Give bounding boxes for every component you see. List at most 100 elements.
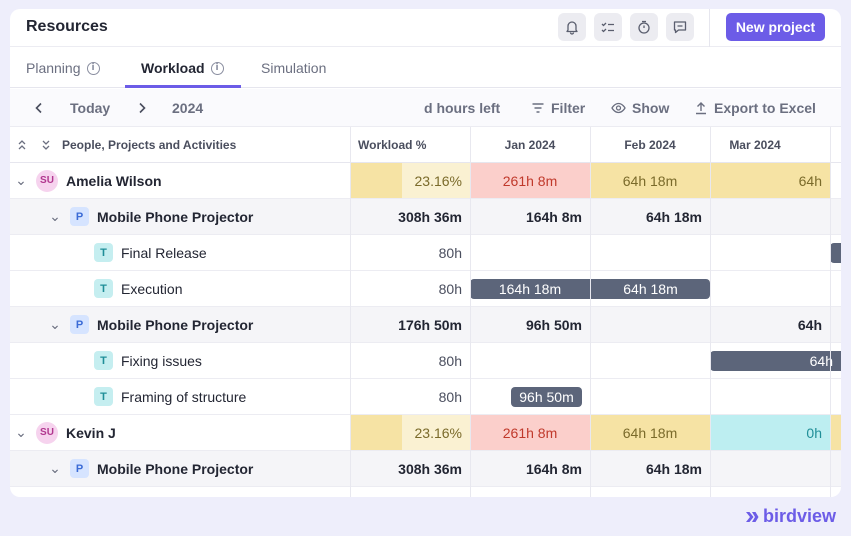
avatar: SU bbox=[36, 421, 58, 444]
timer-button[interactable] bbox=[630, 13, 658, 41]
workload-percent: 23.16% bbox=[402, 415, 470, 450]
tab-workload[interactable]: Workload i bbox=[141, 48, 224, 88]
row-name-cell: ⌄ P Mobile Phone Projector bbox=[48, 199, 253, 234]
expand-all-button[interactable] bbox=[16, 127, 28, 163]
tasks-button[interactable] bbox=[594, 13, 622, 41]
birdview-logo: birdview bbox=[744, 506, 836, 527]
task-row[interactable]: T Fixing issues 80h 64h bbox=[10, 343, 841, 379]
total-cell: 308h 36m bbox=[398, 208, 462, 225]
today-button[interactable]: Today bbox=[70, 100, 111, 116]
tab-simulation[interactable]: Simulation bbox=[261, 48, 326, 88]
total-cell: 80h bbox=[438, 352, 462, 369]
export-excel-button[interactable]: Export to Excel bbox=[694, 89, 816, 127]
checklist-icon bbox=[601, 22, 614, 33]
prev-period-button[interactable] bbox=[32, 89, 46, 127]
month-cell bbox=[590, 307, 710, 342]
month-cell: 261h 8m bbox=[470, 163, 590, 198]
tab-label: Workload bbox=[141, 60, 205, 76]
task-row[interactable]: T Final Release 80h bbox=[10, 235, 841, 271]
person-name: Amelia Wilson bbox=[66, 172, 162, 189]
export-label: Export to Excel bbox=[714, 100, 816, 116]
chevron-down-icon[interactable]: ⌄ bbox=[49, 316, 61, 332]
column-divider bbox=[470, 127, 471, 497]
tab-planning[interactable]: Planning i bbox=[26, 48, 100, 88]
next-period-button[interactable] bbox=[135, 89, 149, 127]
filter-button[interactable]: Filter bbox=[531, 89, 585, 127]
month-cell: 64h 18m bbox=[590, 415, 710, 450]
month-cell bbox=[710, 451, 830, 486]
task-badge: T bbox=[94, 387, 113, 406]
expand-all-icon bbox=[42, 140, 50, 150]
task-badge: T bbox=[94, 279, 113, 298]
column-header-month: Feb 2024 bbox=[624, 138, 676, 152]
month-cell: 64h bbox=[797, 316, 822, 333]
collapse-all-icon bbox=[18, 140, 26, 150]
task-name: Fixing issues bbox=[121, 352, 202, 369]
chevron-left-icon bbox=[35, 102, 42, 114]
row-name-cell: ⌄ SU Amelia Wilson bbox=[14, 163, 162, 198]
chevron-down-icon[interactable]: ⌄ bbox=[49, 460, 61, 476]
person-row[interactable]: ⌄ SU Amelia Wilson 23.16% 261h 8m 64h 18… bbox=[10, 163, 841, 199]
view-tabs: Planning i Workload i Simulation bbox=[10, 48, 841, 88]
info-icon[interactable]: i bbox=[86, 61, 100, 75]
chevron-right-icon bbox=[139, 102, 146, 114]
chevron-down-icon[interactable]: ⌄ bbox=[15, 172, 27, 188]
row-name-cell: T Execution bbox=[94, 271, 182, 306]
month-cell: 64h bbox=[710, 163, 830, 198]
person-name: Kevin J bbox=[66, 424, 116, 441]
person-row[interactable]: ⌄ SU Kevin J 23.16% 261h 8m 64h 18m 0h bbox=[10, 415, 841, 451]
new-project-button[interactable]: New project bbox=[726, 13, 825, 41]
row-name-cell: T Fixing issues bbox=[94, 343, 202, 378]
chat-icon bbox=[673, 21, 687, 34]
chevron-down-icon[interactable]: ⌄ bbox=[15, 424, 27, 440]
project-row[interactable]: ⌄ P Mobile Phone Projector 308h 36m 164h… bbox=[10, 451, 841, 487]
year-label: 2024 bbox=[172, 100, 204, 116]
task-badge: T bbox=[94, 351, 113, 370]
task-badge: T bbox=[94, 243, 113, 262]
bell-icon bbox=[566, 21, 578, 35]
filter-label: Filter bbox=[551, 100, 586, 116]
total-cell: 308h 36m bbox=[398, 460, 462, 477]
task-row[interactable]: T Framing of structure 80h 96h 50m bbox=[10, 379, 841, 415]
allocation-bar[interactable] bbox=[830, 243, 841, 263]
chevron-down-icon[interactable]: ⌄ bbox=[49, 208, 61, 224]
brand-name: birdview bbox=[763, 506, 837, 526]
project-name: Mobile Phone Projector bbox=[97, 316, 254, 333]
project-row[interactable]: ⌄ P Mobile Phone Projector 308h 36m 164h… bbox=[10, 199, 841, 235]
allocation-bar[interactable]: 64h 18m bbox=[591, 279, 710, 299]
month-cell: 164h 8m bbox=[525, 460, 582, 477]
chat-button[interactable] bbox=[666, 13, 694, 41]
project-badge: P bbox=[70, 315, 89, 334]
show-label: Show bbox=[632, 100, 670, 116]
timer-icon bbox=[638, 20, 650, 34]
column-header-workload[interactable]: Workload % bbox=[358, 138, 427, 152]
allocation-bar[interactable]: 64h bbox=[710, 351, 841, 371]
workload-grid: People, Projects and Activities Workload… bbox=[10, 127, 841, 497]
eye-icon bbox=[611, 102, 626, 114]
allocation-bar[interactable]: 96h 50m bbox=[511, 387, 582, 407]
expand-all-down-button[interactable] bbox=[40, 127, 52, 163]
column-header-row: People, Projects and Activities Workload… bbox=[10, 127, 841, 163]
month-cell-overflow bbox=[831, 415, 841, 450]
row-name-cell: T Final Release bbox=[94, 235, 207, 270]
project-name: Mobile Phone Projector bbox=[97, 208, 254, 225]
project-row[interactable]: ⌄ P Mobile Phone Projector 176h 50m 96h … bbox=[10, 307, 841, 343]
column-divider bbox=[590, 127, 591, 497]
month-cell: 64h 18m bbox=[590, 163, 710, 198]
task-row[interactable] bbox=[10, 487, 841, 497]
header-divider bbox=[709, 9, 710, 47]
task-row[interactable]: T Execution 80h 164h 18m 64h 18m bbox=[10, 271, 841, 307]
show-button[interactable]: Show bbox=[611, 89, 669, 127]
allocation-bar[interactable]: 164h 18m bbox=[470, 279, 590, 299]
notifications-button[interactable] bbox=[558, 13, 586, 41]
info-icon[interactable]: i bbox=[210, 61, 224, 75]
resources-panel: Resources New project Planning i Workloa… bbox=[10, 9, 841, 497]
total-cell: 80h bbox=[438, 388, 462, 405]
project-name: Mobile Phone Projector bbox=[97, 460, 254, 477]
row-name-cell: T Framing of structure bbox=[94, 379, 246, 414]
hours-left-toggle[interactable]: d hours left bbox=[424, 100, 501, 116]
column-header-name[interactable]: People, Projects and Activities bbox=[62, 138, 237, 152]
month-cell: 64h 18m bbox=[645, 208, 702, 225]
month-cell: 96h 50m bbox=[525, 316, 582, 333]
column-header-month: Jan 2024 bbox=[504, 138, 556, 152]
